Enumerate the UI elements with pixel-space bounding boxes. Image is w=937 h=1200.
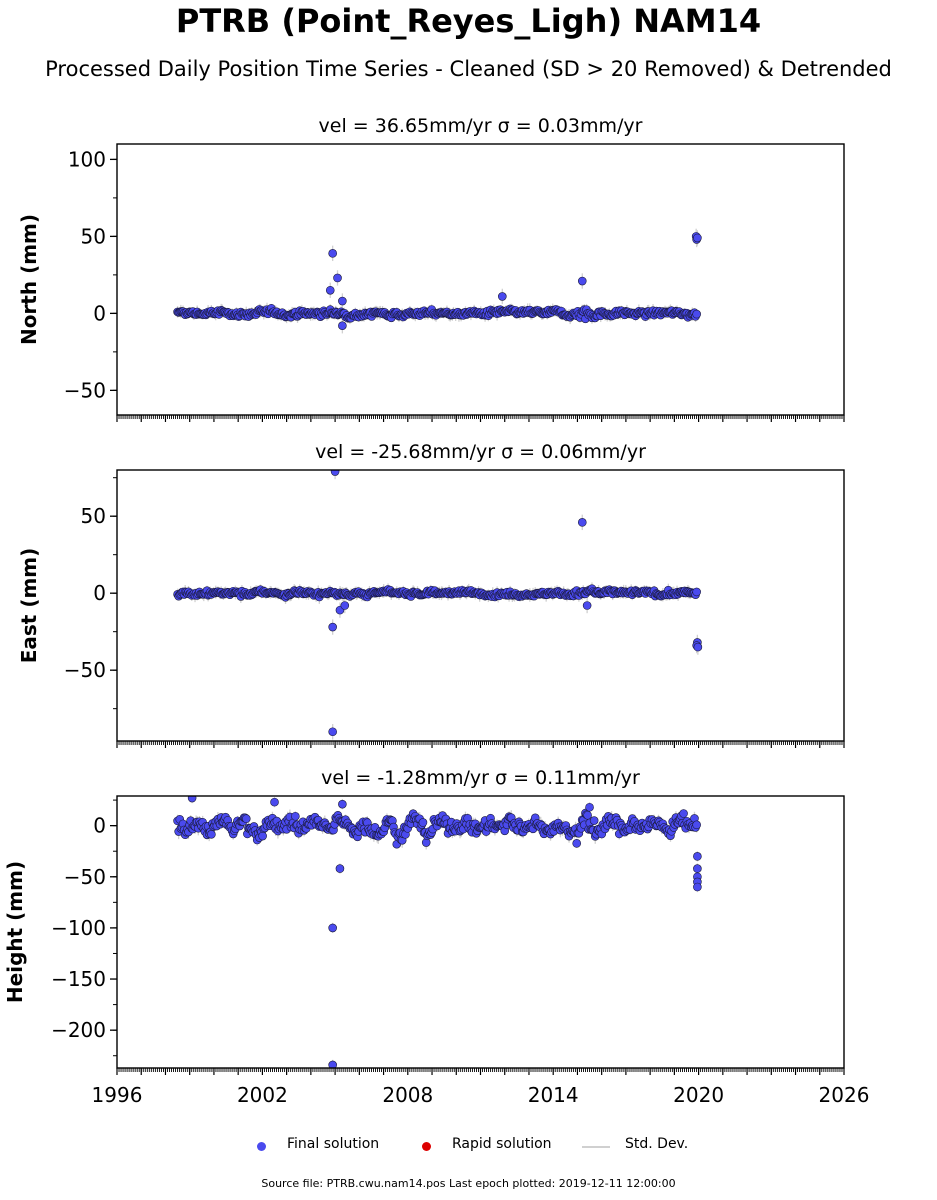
y-tick-label: 100 — [68, 147, 106, 171]
y-tick-label: 0 — [93, 301, 106, 325]
final-solution-point — [258, 831, 267, 841]
final-solution-point — [241, 814, 251, 824]
data-layer — [173, 470, 703, 740]
figure-title: PTRB (Point_Reyes_Ligh) NAM14 — [175, 2, 762, 40]
final-solution-point — [679, 809, 688, 818]
final-solution-point — [270, 797, 279, 807]
final-solution-point — [328, 923, 337, 933]
final-solution-point — [338, 799, 347, 809]
final-solution-point — [335, 864, 345, 873]
final-solution-point — [325, 285, 335, 295]
final-solution-point — [291, 811, 300, 821]
final-solution-point — [572, 839, 582, 848]
plot-frame — [116, 469, 845, 742]
legend: Final solution Rapid solution Std. Dev. — [0, 1136, 937, 1158]
legend-std-label: Std. Dev. — [625, 1136, 689, 1152]
final-solution-point — [340, 601, 350, 610]
y-tick-label: −50 — [64, 378, 106, 402]
data-layer — [173, 796, 702, 1068]
x-tick-label: 2026 — [819, 1083, 870, 1107]
legend-final-label: Final solution — [287, 1136, 380, 1152]
y-tick-label: −50 — [64, 658, 106, 682]
x-tick-label: 2008 — [382, 1083, 433, 1107]
panel-title: vel = 36.65mm/yr σ = 0.03mm/yr — [319, 115, 643, 137]
panel-title: vel = -25.68mm/yr σ = 0.06mm/yr — [315, 441, 646, 463]
data-layer — [173, 228, 702, 334]
y-axis-label: Height (mm) — [3, 861, 27, 1003]
y-axis-label: North (mm) — [17, 214, 41, 345]
y-tick-label: 0 — [93, 814, 106, 838]
final-solution-point — [207, 830, 216, 839]
final-solution-point — [498, 292, 507, 301]
panel-title: vel = -1.28mm/yr σ = 0.11mm/yr — [321, 767, 640, 789]
y-tick-label: 0 — [93, 581, 106, 605]
final-solution-point — [583, 810, 592, 820]
plot-frame — [116, 795, 845, 1069]
final-solution-point — [589, 816, 599, 825]
x-tick-label: 2014 — [528, 1083, 579, 1107]
final-solution-point — [333, 273, 342, 283]
final-solution-point — [330, 470, 340, 476]
y-tick-label: 50 — [81, 504, 106, 528]
final-solution-point — [328, 727, 337, 737]
final-solution-point — [585, 802, 594, 812]
x-tick-label: 2020 — [673, 1083, 724, 1107]
final-solution-point — [692, 820, 701, 830]
source-line: Source file: PTRB.cwu.nam14.pos Last epo… — [261, 1177, 676, 1190]
x-tick-label: 2002 — [237, 1083, 288, 1107]
final-solution-point — [328, 249, 337, 258]
final-solution-point — [582, 601, 592, 610]
final-solution-point — [577, 276, 587, 286]
x-tick-label: 1996 — [92, 1083, 143, 1107]
final-solution-point — [187, 796, 197, 803]
legend-std-line — [582, 1146, 610, 1148]
final-solution-point — [338, 296, 347, 306]
final-solution-point — [577, 518, 587, 527]
final-solution-point — [328, 622, 337, 632]
final-solution-point — [693, 852, 702, 861]
final-solution-point — [692, 587, 701, 597]
final-solution-point — [328, 1060, 337, 1068]
y-tick-label: −200 — [51, 1018, 106, 1042]
panel-height: vel = -1.28mm/yr σ = 0.11mm/yr Height (mm… — [3, 767, 869, 1107]
panel-north: vel = 36.65mm/yr σ = 0.03mm/yr North (mm)… — [17, 115, 845, 422]
y-tick-label: −50 — [64, 865, 106, 889]
final-solution-point — [338, 321, 347, 330]
panel-east: vel = -25.68mm/yr σ = 0.06mm/yr East (mm)… — [17, 441, 845, 748]
final-solution-point — [693, 233, 702, 243]
y-tick-label: −150 — [51, 967, 106, 991]
plot-frame — [116, 143, 845, 416]
y-tick-label: −100 — [51, 916, 106, 940]
y-tick-label: 50 — [81, 224, 106, 248]
final-solution-point — [693, 642, 703, 652]
y-axis-label: East (mm) — [17, 548, 41, 664]
final-solution-point — [418, 818, 428, 827]
legend-final-marker — [257, 1142, 266, 1151]
final-solution-point — [693, 882, 702, 892]
legend-rapid-marker — [422, 1142, 431, 1151]
legend-rapid-label: Rapid solution — [452, 1136, 552, 1152]
final-solution-point — [693, 864, 702, 873]
figure-subtitle: Processed Daily Position Time Series - C… — [45, 57, 892, 81]
final-solution-point — [692, 309, 701, 319]
